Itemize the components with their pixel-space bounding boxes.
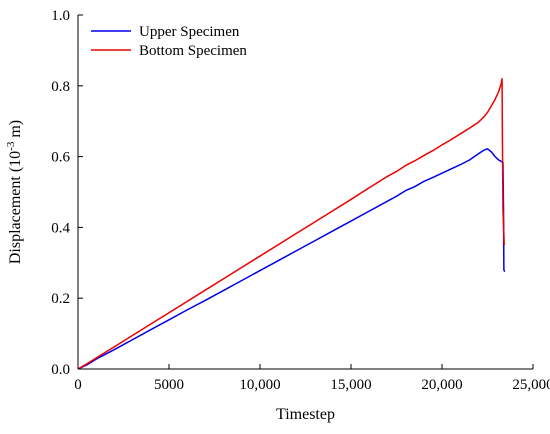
y-axis-label-exponent: -3 bbox=[5, 141, 17, 151]
y-tick-label: 0.2 bbox=[51, 291, 70, 307]
y-axis-label-base: Displacement (10 bbox=[7, 151, 24, 264]
x-tick-label: 5000 bbox=[154, 377, 184, 393]
y-tick-label: 0.0 bbox=[51, 362, 70, 378]
series-line-bottom-specimen bbox=[77, 77, 505, 370]
y-tick-label: 0.8 bbox=[51, 79, 70, 95]
x-tick-label: 25,000 bbox=[512, 377, 550, 393]
x-tick-label: 10,000 bbox=[239, 377, 280, 393]
series-line-upper-specimen bbox=[77, 148, 506, 370]
legend: Upper Specimen Bottom Specimen bbox=[91, 24, 247, 59]
y-tick-label: 0.6 bbox=[51, 150, 70, 166]
axes-group bbox=[77, 15, 533, 370]
x-tick-label: 15,000 bbox=[330, 377, 371, 393]
plot-series-group bbox=[77, 77, 506, 370]
y-axis-label: Displacement (10-3 m) bbox=[5, 120, 24, 264]
y-tick-label: 1.0 bbox=[51, 8, 70, 24]
x-axis-label: Timestep bbox=[276, 406, 335, 423]
x-tick-label: 20,000 bbox=[421, 377, 462, 393]
legend-label-upper-specimen: Upper Specimen bbox=[139, 24, 240, 40]
ticks-group: 0 5000 10,000 15,000 20,000 25,000 0.0 0.2 0.4 0.… bbox=[51, 8, 550, 393]
y-axis-label-unit: m) bbox=[7, 120, 24, 142]
y-tick-label: 0.4 bbox=[51, 220, 70, 236]
legend-label-bottom-specimen: Bottom Specimen bbox=[139, 43, 247, 59]
x-tick-label: 0 bbox=[74, 377, 82, 393]
